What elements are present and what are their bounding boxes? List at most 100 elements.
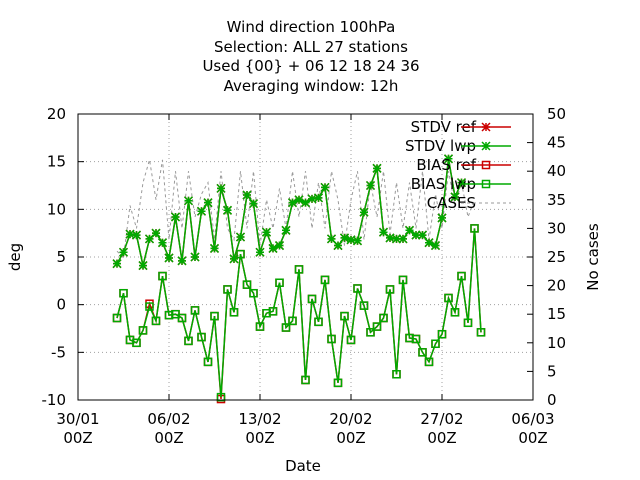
data-point (190, 252, 200, 262)
y2-axis-label: No cases (584, 223, 602, 291)
data-point (112, 313, 122, 323)
y-tick-label: 10 (47, 200, 66, 218)
y2-tick-label: 20 (547, 277, 566, 295)
data-point (223, 285, 232, 294)
x-tick-label: 30/01 (56, 410, 99, 428)
data-point (352, 236, 363, 246)
data-point (320, 182, 330, 192)
data-point (131, 230, 142, 240)
data-point (183, 196, 194, 206)
data-point (366, 328, 375, 337)
y2-tick-label: 40 (547, 162, 566, 180)
legend-marker (481, 122, 491, 132)
legend-marker (481, 179, 491, 189)
data-point (164, 253, 174, 263)
legend-label: STDV lwp (405, 137, 476, 155)
series-bias-lwp (112, 224, 486, 402)
data-point (229, 308, 239, 317)
data-point (229, 254, 239, 264)
data-point (242, 280, 252, 289)
data-point (327, 334, 336, 344)
data-point (437, 329, 447, 339)
data-point (365, 180, 376, 191)
data-point (450, 308, 460, 317)
data-point (132, 338, 141, 348)
data-point (248, 199, 259, 209)
x-axis-label: Date (285, 457, 321, 475)
legend-marker (481, 141, 491, 151)
data-point (417, 230, 428, 240)
data-point (261, 227, 272, 237)
data-point (138, 326, 148, 335)
data-point (437, 213, 447, 223)
x-tick-label-time: 00Z (63, 429, 92, 447)
data-point (424, 238, 434, 248)
data-point (392, 370, 401, 379)
data-point (450, 192, 460, 202)
x-tick-label-time: 00Z (518, 429, 547, 447)
data-point (235, 232, 246, 242)
y-tick-label: 15 (47, 153, 66, 171)
x-tick-label: 06/03 (511, 410, 554, 428)
data-point (300, 198, 311, 208)
y2-tick-label: 45 (547, 134, 566, 152)
legend-label: STDV ref (411, 118, 477, 136)
legend-label: CASES (427, 194, 476, 212)
data-point (430, 241, 441, 251)
data-point (210, 311, 219, 321)
data-point (391, 234, 402, 244)
data-point (119, 288, 128, 298)
data-point (307, 194, 317, 204)
y-tick-label: -5 (51, 343, 66, 361)
data-point (418, 348, 427, 357)
data-point (476, 328, 486, 337)
chart-title: Wind direction 100hPa Selection: ALL 27 … (202, 18, 419, 95)
data-point (346, 235, 356, 245)
data-point (431, 339, 440, 349)
y2-tick-label: 50 (547, 105, 566, 123)
data-point (184, 336, 193, 346)
data-point (301, 375, 310, 385)
data-point (398, 275, 408, 285)
data-point (378, 227, 389, 237)
x-tick-label-time: 00Z (427, 429, 456, 447)
data-point (203, 357, 213, 367)
data-point (177, 256, 187, 266)
x-tick-label: 27/02 (420, 410, 463, 428)
legend-marker (481, 160, 491, 170)
data-point (385, 285, 395, 294)
data-point (170, 212, 181, 222)
data-point (281, 225, 291, 235)
data-point (203, 198, 213, 208)
data-point (249, 288, 258, 298)
title-line-4: Averaging window: 12h (224, 77, 399, 95)
data-point (274, 241, 285, 251)
data-point (112, 259, 122, 269)
y2-tick-label: 35 (547, 191, 566, 209)
y2-tick-label: 30 (547, 219, 566, 237)
y2-tick-label: 15 (547, 305, 566, 323)
plot-area (112, 154, 486, 404)
data-point (255, 247, 265, 257)
y-tick-label: 5 (56, 248, 66, 266)
data-point (379, 313, 388, 323)
title-line-1: Wind direction 100hPa (227, 18, 396, 36)
data-point (216, 392, 226, 402)
x-tick-label: 13/02 (238, 410, 281, 428)
x-tick-label-time: 00Z (154, 429, 183, 447)
data-point (443, 154, 454, 164)
data-point (313, 193, 324, 203)
data-point (177, 313, 187, 323)
data-point (209, 243, 220, 253)
data-point (470, 224, 479, 233)
legend-label: BIAS ref (416, 156, 476, 174)
data-point (144, 234, 155, 244)
data-point (222, 205, 233, 215)
data-point (197, 332, 206, 342)
y2-tick-label: 10 (547, 334, 566, 352)
data-point (138, 261, 148, 271)
data-point (444, 293, 453, 303)
data-point (372, 163, 382, 173)
data-point (118, 247, 129, 257)
